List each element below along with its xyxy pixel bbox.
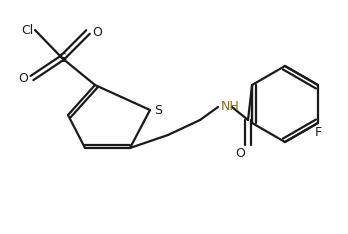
Text: S: S [154,103,162,117]
Text: S: S [58,51,66,65]
Text: O: O [92,26,102,39]
Text: F: F [314,126,322,139]
Text: Cl: Cl [21,23,33,37]
Text: NH: NH [221,100,240,113]
Text: O: O [18,72,28,84]
Text: O: O [235,147,245,160]
